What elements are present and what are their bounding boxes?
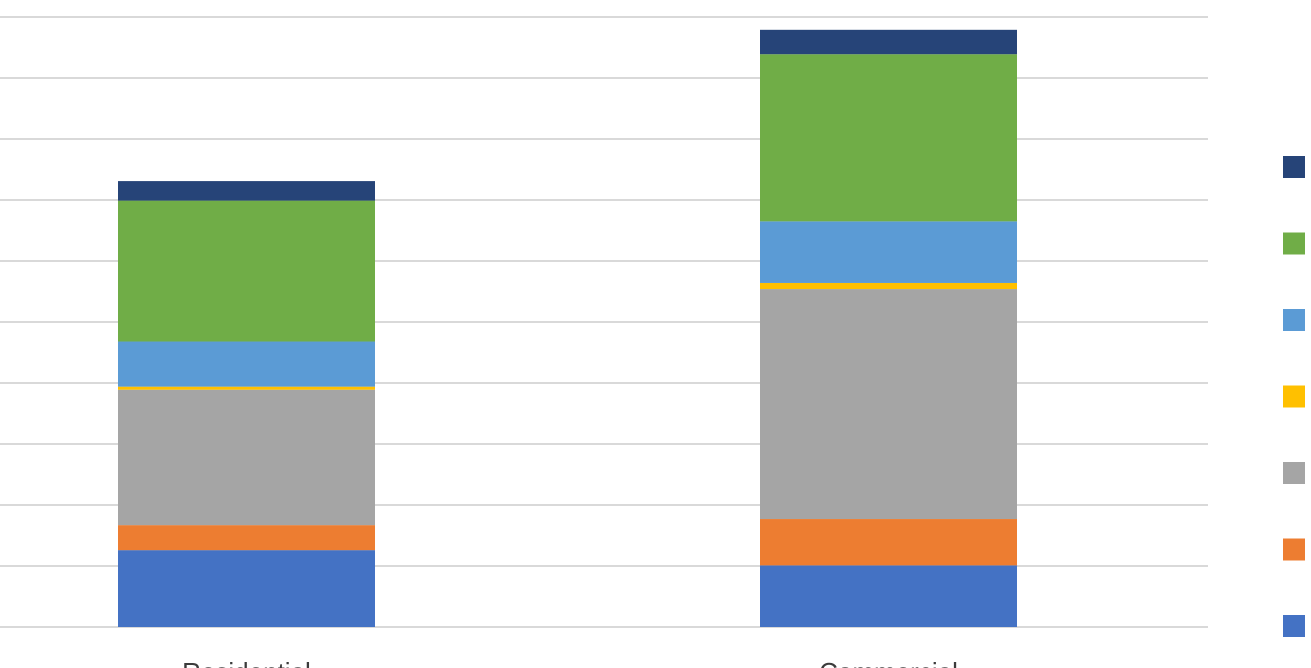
- bar-segment-2-4: [760, 282, 1017, 290]
- bars: [118, 29, 1017, 627]
- bar-segment-2-7: [760, 29, 1017, 55]
- bar-segment-1-6: [118, 200, 375, 342]
- legend-swatch: [1283, 232, 1305, 255]
- bar-segment-1-2: [118, 525, 375, 551]
- bar-segment-1-4: [118, 386, 375, 390]
- legend-swatch: [1283, 462, 1305, 484]
- legend-swatch: [1283, 309, 1305, 331]
- legend-swatch: [1283, 615, 1305, 637]
- bar-segment-2-1: [760, 565, 1017, 627]
- legend-swatch: [1283, 156, 1305, 178]
- category-label: Residential: [182, 657, 311, 668]
- bar-segment-1-1: [118, 550, 375, 627]
- bar-segment-1-5: [118, 341, 375, 387]
- legend-swatch: [1283, 538, 1305, 561]
- bar-segment-1-3: [118, 389, 375, 526]
- legend-swatch: [1283, 385, 1305, 408]
- bar-segment-2-2: [760, 519, 1017, 566]
- bar-segment-1-7: [118, 181, 375, 201]
- bar-segment-2-3: [760, 289, 1017, 520]
- bar-segment-2-6: [760, 54, 1017, 222]
- category-labels: Residential Commercial: [182, 657, 958, 668]
- legend: [1283, 156, 1305, 637]
- category-label: Commercial: [819, 657, 958, 668]
- bar-segment-2-5: [760, 221, 1017, 283]
